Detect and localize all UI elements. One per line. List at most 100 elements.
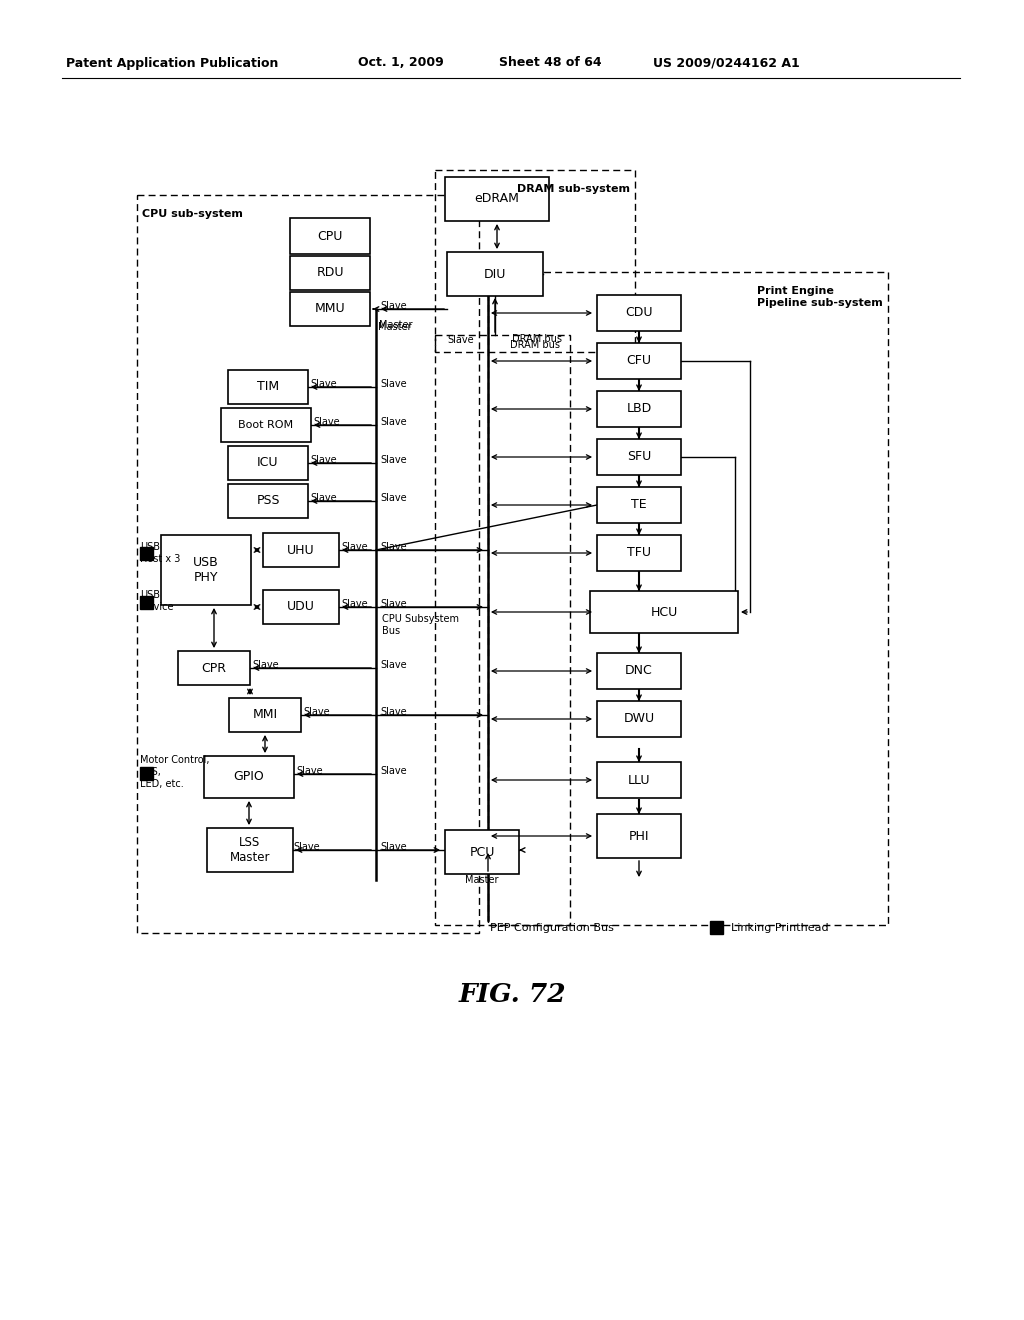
Text: Patent Application Publication: Patent Application Publication xyxy=(66,57,279,70)
Bar xyxy=(263,590,339,624)
Bar xyxy=(597,535,681,572)
Bar xyxy=(137,195,479,933)
Text: TIM: TIM xyxy=(257,380,280,393)
Text: Slave: Slave xyxy=(252,660,279,671)
Text: DNC: DNC xyxy=(625,664,653,677)
Text: Slave: Slave xyxy=(310,455,337,465)
Text: DRAM bus: DRAM bus xyxy=(510,341,560,350)
Text: PEP Configuration Bus: PEP Configuration Bus xyxy=(490,923,613,933)
Text: Master: Master xyxy=(465,875,499,884)
Text: DIU: DIU xyxy=(483,268,506,281)
Bar xyxy=(204,756,294,799)
Text: DRAM bus: DRAM bus xyxy=(512,334,562,345)
Text: Boot ROM: Boot ROM xyxy=(239,420,294,430)
Text: Slave: Slave xyxy=(380,660,407,671)
Bar xyxy=(488,272,888,925)
Text: Slave: Slave xyxy=(380,842,407,851)
Text: Slave: Slave xyxy=(341,599,368,609)
Bar xyxy=(590,591,738,634)
Text: LLU: LLU xyxy=(628,774,650,787)
Text: Slave: Slave xyxy=(380,379,407,389)
Bar xyxy=(221,408,311,442)
Text: CPU Subsystem
Bus: CPU Subsystem Bus xyxy=(382,614,459,636)
Text: FIG. 72: FIG. 72 xyxy=(458,982,566,1007)
Bar xyxy=(140,546,153,560)
Text: Slave: Slave xyxy=(380,708,407,717)
Bar xyxy=(597,487,681,523)
Text: CFU: CFU xyxy=(627,355,651,367)
Text: Print Engine
Pipeline sub-system: Print Engine Pipeline sub-system xyxy=(758,286,883,308)
Text: DWU: DWU xyxy=(624,713,654,726)
Bar xyxy=(140,767,153,780)
Text: GPIO: GPIO xyxy=(233,771,264,784)
Text: Slave: Slave xyxy=(303,708,330,717)
Bar xyxy=(290,218,370,253)
Text: CDU: CDU xyxy=(626,306,652,319)
Text: UHU: UHU xyxy=(287,544,314,557)
Text: USB
Device: USB Device xyxy=(140,590,173,611)
Bar xyxy=(597,701,681,737)
Text: MMI: MMI xyxy=(253,709,278,722)
Text: RDU: RDU xyxy=(316,267,344,280)
Text: LSS
Master: LSS Master xyxy=(229,836,270,865)
Bar xyxy=(447,252,543,296)
Text: PHI: PHI xyxy=(629,829,649,842)
Bar xyxy=(445,830,519,874)
Text: Master: Master xyxy=(379,319,413,330)
Bar xyxy=(290,256,370,290)
Text: Slave: Slave xyxy=(380,766,407,776)
Bar xyxy=(228,484,308,517)
Text: PCU: PCU xyxy=(469,846,495,858)
Text: Slave: Slave xyxy=(296,766,323,776)
Bar xyxy=(597,440,681,475)
Bar xyxy=(445,177,549,220)
Text: Slave: Slave xyxy=(293,842,319,851)
Text: CPU: CPU xyxy=(317,230,343,243)
Text: MMU: MMU xyxy=(314,302,345,315)
Bar xyxy=(290,292,370,326)
Bar xyxy=(435,170,635,352)
Text: USB
Host x 3: USB Host x 3 xyxy=(140,543,180,564)
Bar xyxy=(140,597,153,609)
Text: Slave: Slave xyxy=(380,455,407,465)
Text: Slave: Slave xyxy=(447,335,474,345)
Text: SFU: SFU xyxy=(627,450,651,463)
Text: CPU sub-system: CPU sub-system xyxy=(142,209,243,219)
Bar xyxy=(263,533,339,568)
Bar xyxy=(597,814,681,858)
Text: Sheet 48 of 64: Sheet 48 of 64 xyxy=(499,57,602,70)
Text: TFU: TFU xyxy=(627,546,651,560)
Text: Slave: Slave xyxy=(380,599,407,609)
Bar xyxy=(228,370,308,404)
Text: Slave: Slave xyxy=(310,492,337,503)
Text: Slave: Slave xyxy=(341,543,368,552)
Text: DRAM sub-system: DRAM sub-system xyxy=(517,183,630,194)
Text: TE: TE xyxy=(631,499,647,511)
Bar xyxy=(710,921,723,935)
Text: USB
PHY: USB PHY xyxy=(194,556,219,583)
Text: eDRAM: eDRAM xyxy=(474,193,519,206)
Text: HCU: HCU xyxy=(650,606,678,619)
Text: LBD: LBD xyxy=(627,403,651,416)
Text: Slave: Slave xyxy=(310,379,337,389)
Text: Master: Master xyxy=(378,322,412,333)
Text: Motor Control,
LSS,
LED, etc.: Motor Control, LSS, LED, etc. xyxy=(140,755,210,788)
Text: Slave: Slave xyxy=(380,543,407,552)
Text: ICU: ICU xyxy=(257,457,279,470)
Text: Slave: Slave xyxy=(380,301,407,312)
Text: CPR: CPR xyxy=(202,661,226,675)
Text: Slave: Slave xyxy=(380,492,407,503)
Text: Oct. 1, 2009: Oct. 1, 2009 xyxy=(358,57,443,70)
Bar xyxy=(597,762,681,799)
Bar xyxy=(228,446,308,480)
Bar xyxy=(435,335,570,925)
Bar xyxy=(597,653,681,689)
Text: UDU: UDU xyxy=(287,601,315,614)
Text: Linking Printhead: Linking Printhead xyxy=(724,923,828,933)
Text: PSS: PSS xyxy=(256,495,280,507)
Bar xyxy=(597,294,681,331)
Bar xyxy=(597,391,681,426)
Text: Slave: Slave xyxy=(380,417,407,426)
Bar xyxy=(161,535,251,605)
Bar xyxy=(597,343,681,379)
